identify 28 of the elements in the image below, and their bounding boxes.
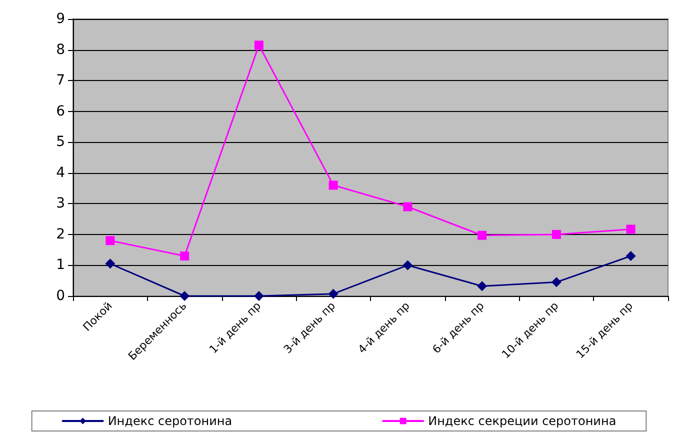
point xyxy=(254,291,264,301)
y-tick-label: 4 xyxy=(56,164,66,181)
point xyxy=(626,250,636,261)
y-tick-label: 3 xyxy=(56,196,65,212)
point xyxy=(551,277,562,288)
point xyxy=(477,281,488,292)
legend-label: Индекс серотонина xyxy=(108,414,232,428)
y-tick-label: 2 xyxy=(56,226,65,242)
y-tick-label: 0 xyxy=(56,288,65,304)
point xyxy=(106,236,115,246)
point xyxy=(626,224,636,234)
y-tick-label: 1 xyxy=(56,257,65,274)
point xyxy=(328,288,338,299)
y-tick-label: 8 xyxy=(56,42,65,58)
legend-label: Индекс секреции серотонина xyxy=(428,414,616,428)
point xyxy=(254,40,264,50)
y-tick-label: 5 xyxy=(56,134,65,150)
point xyxy=(402,260,413,270)
point xyxy=(403,202,412,212)
y-tick-label: 9 xyxy=(56,11,65,27)
point xyxy=(105,258,116,269)
point xyxy=(180,251,190,260)
point xyxy=(328,180,338,190)
point xyxy=(478,230,487,240)
point xyxy=(180,291,190,301)
y-tick-label: 6 xyxy=(56,103,66,120)
y-tick-label: 7 xyxy=(56,72,65,89)
point xyxy=(552,230,561,239)
